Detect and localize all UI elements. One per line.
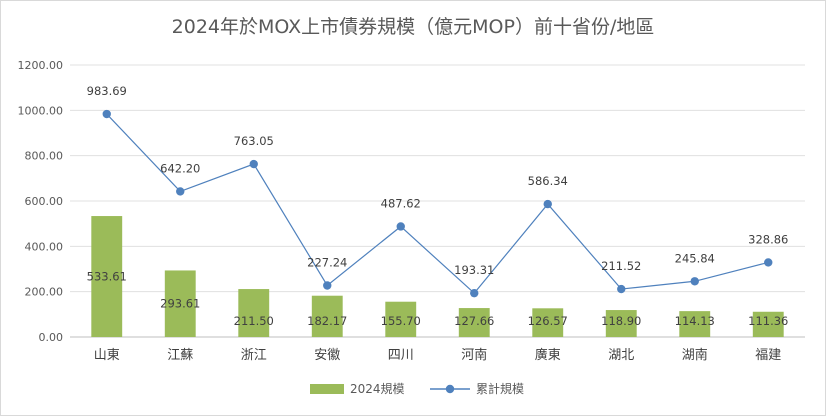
y-tick-label-1: 200.00 — [25, 286, 64, 299]
y-tick-label-4: 800.00 — [25, 150, 64, 163]
bar-label-9: 111.36 — [748, 314, 788, 328]
line-point-2 — [249, 159, 258, 169]
category-label-8: 湖南 — [682, 347, 708, 363]
bar-label-0: 533.61 — [87, 270, 127, 284]
line-label-3: 227.24 — [307, 255, 347, 269]
category-label-4: 四川 — [388, 348, 414, 363]
line-series — [102, 109, 773, 298]
y-tick-label-5: 1000.00 — [18, 104, 64, 117]
bar-4 — [385, 301, 417, 337]
category-label-6: 廣東 — [535, 347, 561, 363]
y-tick-label-0: 0.00 — [39, 331, 64, 344]
category-label-5: 河南 — [461, 347, 487, 363]
bar-2 — [238, 289, 270, 337]
line-point-3 — [323, 281, 332, 290]
line-label-6: 586.34 — [528, 174, 568, 188]
line-point-5 — [470, 288, 479, 298]
line-point-4 — [396, 222, 405, 231]
category-label-3: 安徽 — [314, 348, 340, 363]
line-label-8: 245.84 — [675, 251, 715, 265]
y-tick-label-6: 1200.00 — [18, 59, 64, 72]
legend-swatch-bar — [310, 384, 344, 394]
bar-8 — [679, 311, 711, 337]
bar-1 — [164, 270, 196, 337]
category-label-9: 福建 — [755, 348, 781, 363]
bar-label-4: 155.70 — [381, 314, 421, 328]
bar-label-3: 182.17 — [307, 314, 347, 328]
line-label-5: 193.31 — [454, 263, 494, 277]
data-labels: 533.61 293.61 211.50 182.17 155.70 127.66 126.… — [87, 84, 789, 328]
y-tick-label-3: 600.00 — [25, 195, 64, 208]
bar-6 — [532, 308, 564, 337]
line-point-0 — [102, 109, 111, 119]
bar-3 — [311, 295, 343, 337]
line-point-9 — [764, 258, 773, 267]
line-label-0: 983.69 — [87, 84, 127, 98]
category-label-0: 山東 — [94, 347, 120, 363]
line-label-7: 211.52 — [601, 259, 641, 273]
bar-9 — [752, 311, 784, 337]
bar-label-1: 293.61 — [160, 297, 200, 311]
line-point-6 — [543, 199, 552, 209]
line-point-7 — [617, 284, 626, 294]
bar-series — [91, 216, 784, 337]
line-label-2: 763.05 — [234, 134, 274, 148]
legend-label-bar: 2024規模 — [350, 381, 405, 396]
legend-swatch-line-marker — [445, 384, 455, 394]
line-label-9: 328.86 — [748, 232, 788, 246]
legend-label-line: 累計規模 — [476, 381, 524, 396]
y-tick-label-2: 400.00 — [25, 240, 64, 253]
bar-7 — [605, 310, 637, 337]
bar-label-2: 211.50 — [234, 314, 274, 328]
x-axis-categories: 山東 江蘇 浙江 安徽 四川 河南 廣東 湖北 湖南 福建 — [94, 347, 782, 363]
bar-5 — [458, 308, 490, 337]
line-label-4: 487.62 — [381, 196, 421, 210]
category-label-1: 江蘇 — [167, 348, 193, 363]
line-point-8 — [690, 277, 699, 286]
line-label-1: 642.20 — [160, 161, 200, 175]
bar-label-7: 118.90 — [601, 314, 641, 328]
chart-title: 2024年於MOX上市債券規模（億元MOP）前十省份/地區 — [171, 16, 655, 38]
bar-label-5: 127.66 — [454, 314, 494, 328]
bar-0 — [91, 216, 123, 337]
category-label-7: 湖北 — [608, 348, 634, 363]
cumulative-line — [106, 113, 769, 295]
legend: 2024規模 累計規模 — [310, 381, 524, 396]
category-label-2: 浙江 — [241, 348, 267, 363]
bar-label-6: 126.57 — [528, 314, 568, 328]
bar-label-8: 114.13 — [675, 314, 715, 328]
y-axis-ticks: 0.00 200.00 400.00 600.00 800.00 1000.00 1200.… — [18, 59, 64, 344]
line-point-1 — [176, 187, 185, 196]
